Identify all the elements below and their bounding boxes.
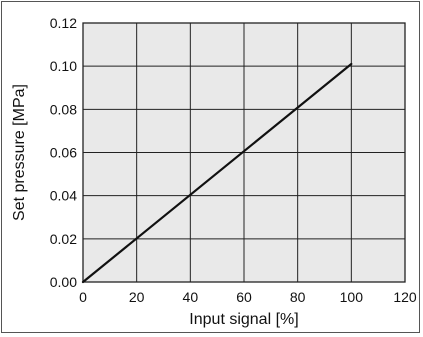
x-tick-label: 0 xyxy=(79,289,87,305)
y-axis-label: Set pressure [MPa] xyxy=(11,84,28,221)
tick-labels: 0 20 40 60 80 100 120 0.00 0.02 0.04 0.06 0.08 0.10 0… xyxy=(50,15,417,305)
series-group xyxy=(81,62,353,284)
y-tick-label: 0.06 xyxy=(50,145,77,161)
y-tick-label: 0.10 xyxy=(50,58,77,74)
y-tick-label: 0.04 xyxy=(50,188,77,204)
x-tick-label: 20 xyxy=(129,289,145,305)
x-tick-label: 120 xyxy=(393,289,417,305)
series-line xyxy=(81,62,353,284)
chart-svg: 0 20 40 60 80 100 120 0.00 0.02 0.04 0.06 0.08 0.10 0… xyxy=(11,15,417,328)
y-tick-label: 0.12 xyxy=(50,15,77,31)
y-tick-label: 0.00 xyxy=(50,274,77,290)
y-tick-label: 0.08 xyxy=(50,101,77,117)
x-axis-label: Input signal [%] xyxy=(189,311,298,328)
x-tick-label: 100 xyxy=(340,289,364,305)
x-tick-label: 40 xyxy=(183,289,199,305)
y-tick-label: 0.02 xyxy=(50,231,77,247)
x-tick-label: 60 xyxy=(236,289,252,305)
chart-figure: 0 20 40 60 80 100 120 0.00 0.02 0.04 0.06 0.08 0.10 0… xyxy=(1,1,420,333)
x-tick-label: 80 xyxy=(290,289,306,305)
